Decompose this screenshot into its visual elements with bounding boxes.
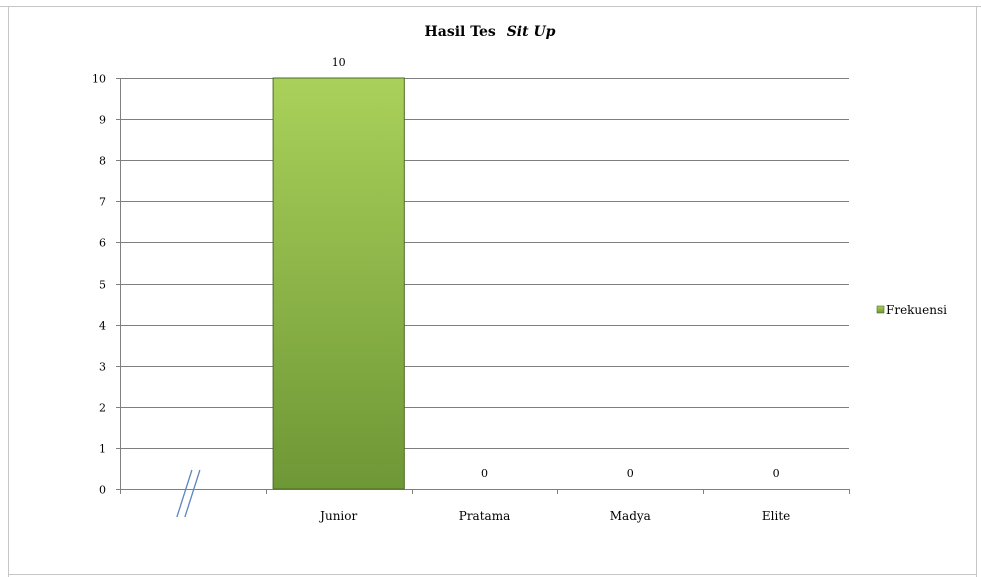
chart-title-main: Hasil Tes (425, 24, 496, 40)
chart-title: Hasil Tes Sit Up (425, 24, 556, 40)
x-tick-label: Elite (762, 509, 790, 523)
data-label: 0 (627, 467, 634, 480)
legend: Frekuensi (876, 303, 947, 317)
y-tick-label: 8 (99, 155, 106, 168)
data-labels: 10 0 0 0 (332, 56, 780, 480)
y-tick-label: 1 (99, 443, 106, 456)
data-label: 0 (481, 467, 488, 480)
data-label: 0 (773, 467, 780, 480)
y-tick-label: 4 (99, 320, 106, 333)
x-axis: Junior Pratama Madya Elite (120, 469, 850, 523)
x-tick-label: Junior (318, 509, 357, 523)
y-tick-label: 7 (99, 196, 106, 209)
y-tick-label: 5 (99, 279, 106, 292)
legend-swatch (876, 305, 885, 314)
y-tick-label: 2 (99, 402, 106, 415)
gridlines (120, 78, 849, 449)
y-tick-label: 6 (99, 237, 106, 250)
x-tick-label: Pratama (459, 509, 510, 523)
y-tick-label: 9 (99, 114, 106, 127)
x-tick-label-axis-break (176, 469, 201, 518)
chart-title-emphasis: Sit Up (507, 24, 556, 40)
bar-junior (272, 77, 405, 490)
data-label: 10 (332, 56, 346, 69)
x-tick-label: Madya (610, 509, 651, 523)
y-tick-label: 10 (92, 73, 106, 86)
bars (272, 77, 405, 490)
y-axis: 0 1 2 3 4 5 6 7 8 9 10 (92, 73, 121, 497)
legend-label: Frekuensi (886, 303, 947, 317)
y-tick-label: 3 (99, 361, 106, 374)
y-tick-label: 0 (99, 484, 106, 497)
